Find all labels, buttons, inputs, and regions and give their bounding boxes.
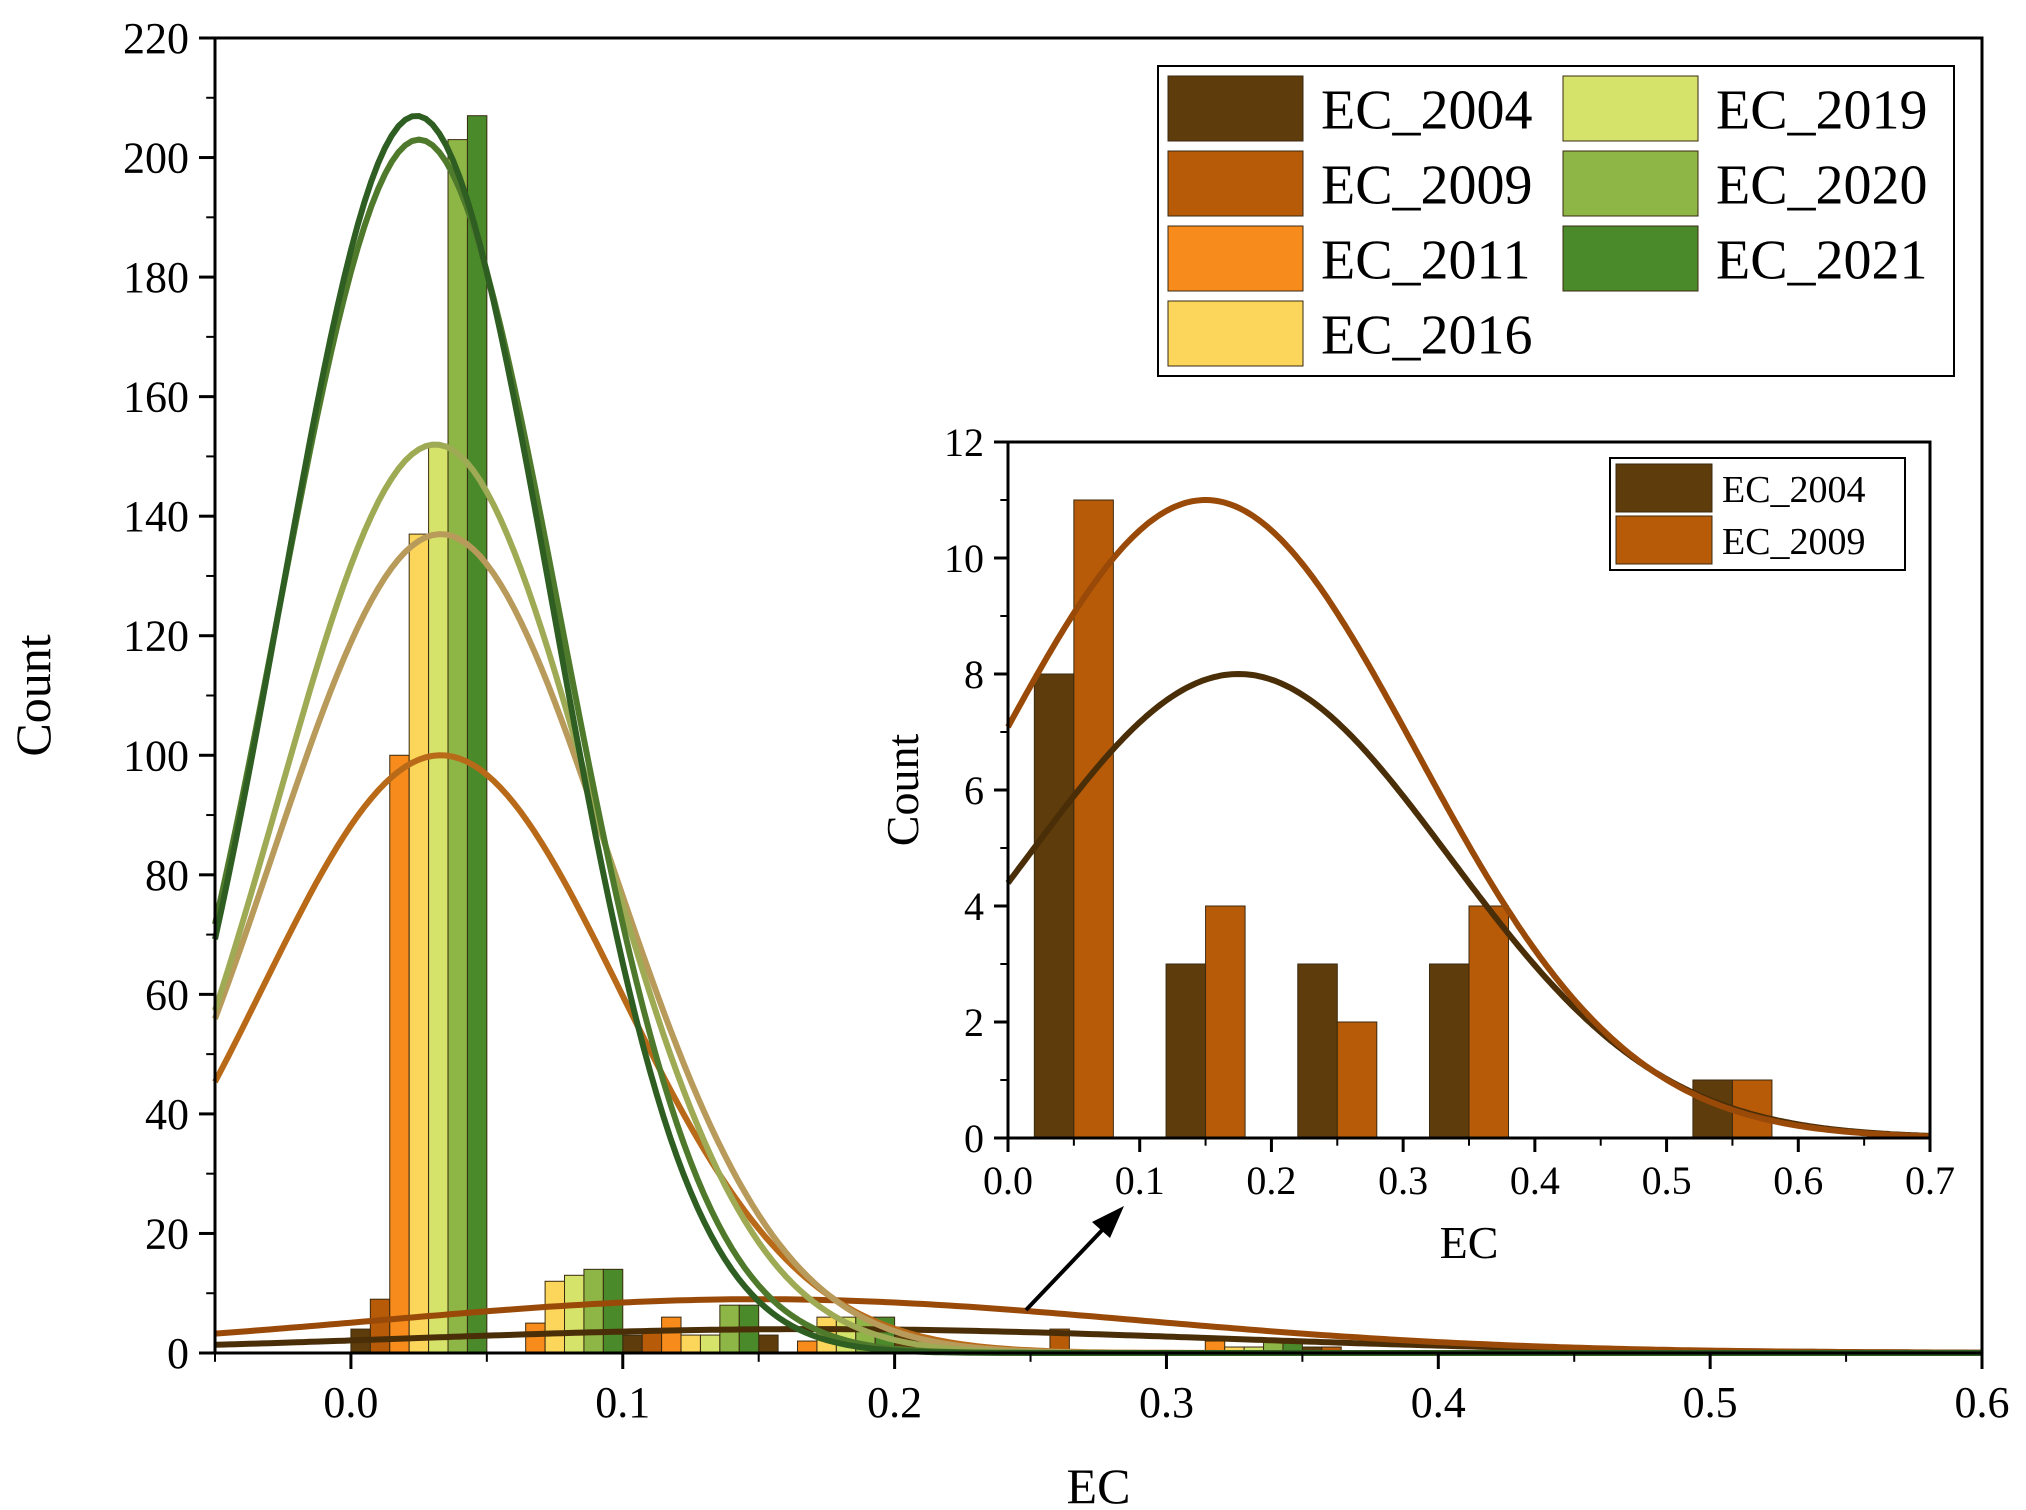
main-bar-ec-2016-1 — [544, 1280, 566, 1354]
main-legend-label-ec-2016: EC_2016 — [1321, 305, 1533, 367]
inset-y-tick-label: 6 — [964, 768, 984, 813]
main-bar-ec-2019-1 — [564, 1274, 585, 1354]
main-x-tick-label: 0.4 — [1411, 1378, 1466, 1427]
main-bar-ec-2019-0 — [428, 443, 449, 1354]
inset-bar-ec-2004-1 — [1165, 963, 1207, 1139]
main-bar-ec-2016-0 — [408, 533, 430, 1354]
inset-legend-swatch-ec-2004 — [1615, 463, 1713, 513]
inset-bar-ec-2004-0 — [1033, 673, 1075, 1139]
main-bar-ec-2019-2 — [699, 1334, 721, 1354]
inset-bars — [1033, 499, 1773, 1139]
main-y-tick-label: 160 — [123, 373, 189, 422]
inset-bar-ec-2009-0 — [1073, 499, 1114, 1139]
inset-histogram-chart: 0.0 0.1 0.2 0.3 0.4 0.5 0.6 0.7 0 2 4 6 8 10 12 EC Co… — [877, 420, 1955, 1268]
main-y-tick-label: 120 — [123, 612, 189, 661]
main-y-tick-label: 60 — [145, 970, 189, 1019]
main-legend-swatch-ec-2021 — [1562, 225, 1699, 292]
main-y-tick-label: 80 — [145, 851, 189, 900]
inset-legend-label-ec-2004: EC_2004 — [1722, 469, 1866, 511]
main-bar-ec-2011-3 — [797, 1340, 818, 1354]
inset-x-tick-label: 0.7 — [1905, 1158, 1955, 1203]
main-x-tick-label: 0.3 — [1139, 1378, 1194, 1427]
inset-bar-ec-2004-3 — [1428, 963, 1470, 1139]
inset-x-tick-label: 0.2 — [1246, 1158, 1296, 1203]
main-x-axis-title: EC — [1067, 1458, 1131, 1510]
main-bar-ec-2004-2 — [758, 1334, 779, 1354]
zoom-arrow — [1024, 1206, 1124, 1312]
inset-x-tick-label: 0.6 — [1773, 1158, 1823, 1203]
main-legend-swatch-ec-2019 — [1562, 75, 1699, 142]
inset-y-tick-label: 8 — [964, 652, 984, 697]
main-bar-ec-2009-0 — [369, 1298, 391, 1354]
main-bar-ec-2011-1 — [525, 1322, 546, 1354]
main-bar-ec-2016-2 — [680, 1334, 701, 1354]
main-legend-label-ec-2021: EC_2021 — [1716, 230, 1928, 292]
inset-bar-ec-2009-1 — [1205, 905, 1246, 1139]
main-legend-swatch-ec-2020 — [1562, 150, 1699, 217]
inset-y-tick-label: 2 — [964, 1000, 984, 1045]
main-y-tick-label: 20 — [145, 1209, 189, 1258]
inset-legend-swatch-ec-2009 — [1615, 515, 1713, 565]
main-bar-ec-2021-0 — [466, 115, 488, 1354]
main-y-axis-title: Count — [5, 634, 61, 756]
inset-x-axis-title: EC — [1440, 1217, 1499, 1268]
main-legend-swatch-ec-2004 — [1167, 75, 1304, 142]
inset-y-tick-label: 12 — [944, 420, 984, 465]
main-legend-label-ec-2019: EC_2019 — [1716, 80, 1928, 142]
inset-x-axis: 0.0 0.1 0.2 0.3 0.4 0.5 0.6 0.7 — [983, 1138, 1955, 1203]
inset-bar-ec-2009-3 — [1468, 905, 1510, 1139]
main-y-tick-label: 0 — [167, 1329, 189, 1378]
inset-y-axis: 0 2 4 6 8 10 12 — [944, 420, 1008, 1161]
inset-x-tick-label: 0.0 — [983, 1158, 1033, 1203]
inset-x-tick-label: 0.1 — [1115, 1158, 1165, 1203]
main-bar-ec-2011-2 — [661, 1316, 682, 1354]
inset-fit-curves — [1005, 497, 1931, 1140]
main-legend-label-ec-2004: EC_2004 — [1321, 80, 1533, 142]
inset-bar-ec-2004-2 — [1297, 963, 1338, 1139]
main-x-tick-label: 0.2 — [867, 1378, 922, 1427]
inset-x-tick-label: 0.5 — [1642, 1158, 1692, 1203]
main-x-tick-label: 0.5 — [1683, 1378, 1738, 1427]
main-x-tick-label: 0.0 — [323, 1378, 378, 1427]
inset-x-tick-label: 0.4 — [1510, 1158, 1560, 1203]
inset-x-tick-label: 0.3 — [1378, 1158, 1428, 1203]
inset-y-axis-title: Count — [877, 734, 928, 847]
inset-y-tick-label: 10 — [944, 536, 984, 581]
main-legend-swatch-ec-2011 — [1167, 225, 1304, 292]
main-legend-swatch-ec-2009 — [1167, 150, 1304, 217]
inset-fit-curve-ec-2009 — [1005, 497, 1931, 1140]
main-legend-swatch-ec-2016 — [1167, 300, 1304, 367]
main-legend: EC_2004 EC_2009 EC_2011 EC_2016 EC_2019 EC_20… — [1157, 65, 1955, 377]
main-legend-label-ec-2011: EC_2011 — [1321, 230, 1530, 292]
main-legend-label-ec-2020: EC_2020 — [1716, 155, 1928, 217]
main-legend-label-ec-2009: EC_2009 — [1321, 155, 1533, 217]
main-bar-ec-2021-1 — [602, 1268, 624, 1354]
main-y-tick-label: 40 — [145, 1090, 189, 1139]
main-histogram-chart: 0.0 0.1 0.2 0.3 0.4 0.5 0.6 020406080100120140… — [5, 14, 2010, 1510]
main-bar-ec-2020-0 — [447, 139, 468, 1354]
inset-bar-ec-2009-2 — [1336, 1021, 1378, 1139]
inset-y-tick-label: 4 — [964, 884, 984, 929]
main-y-axis: 0 20 40 60 80 100 120 140 160 180 200 220 — [123, 14, 215, 1378]
main-y-tick-label: 200 — [123, 134, 189, 183]
inset-legend-label-ec-2009: EC_2009 — [1722, 521, 1866, 563]
main-bar-ec-2004-1 — [622, 1334, 643, 1354]
main-x-axis: 0.0 0.1 0.2 0.3 0.4 0.5 0.6 — [214, 1353, 2010, 1427]
main-bar-ec-2011-0 — [389, 754, 410, 1354]
inset-legend: EC_2004 EC_2009 — [1609, 457, 1906, 571]
inset-y-tick-label: 0 — [964, 1116, 984, 1161]
main-y-tick-label: 220 — [123, 14, 189, 63]
main-y-tick-label: 100 — [123, 731, 189, 780]
main-x-tick-label: 0.6 — [1955, 1378, 2010, 1427]
main-x-tick-label: 0.1 — [595, 1378, 650, 1427]
main-y-tick-label: 140 — [123, 492, 189, 541]
main-bar-ec-2020-1 — [583, 1268, 604, 1354]
main-y-tick-label: 180 — [123, 253, 189, 302]
